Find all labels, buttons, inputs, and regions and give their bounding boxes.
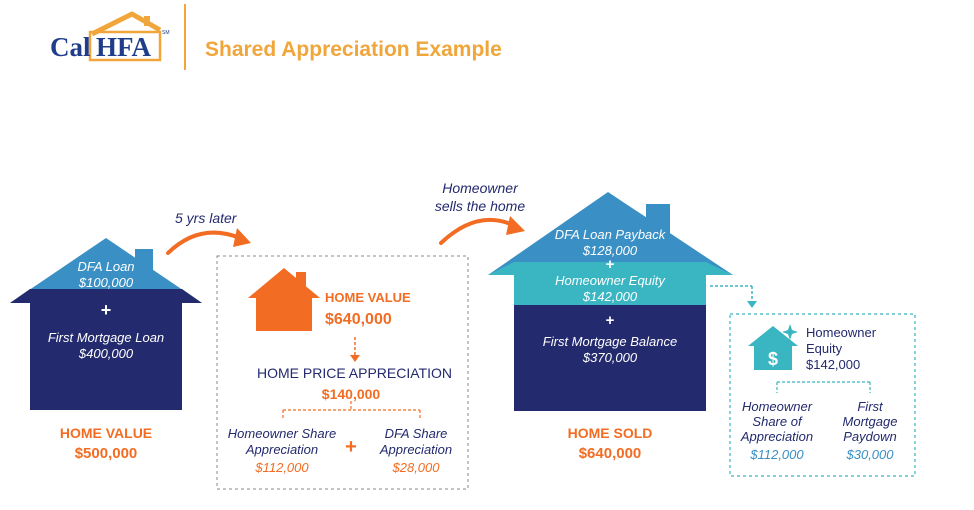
equity-paydown-line3: Paydown [843, 429, 897, 444]
house-2-plus-2: + [605, 312, 615, 329]
equity-share-line3: Appreciation [740, 429, 814, 444]
home-icon [248, 268, 320, 331]
equity-paydown-value: $30,000 [846, 447, 894, 462]
homeowner-share-line1: Homeowner Share [227, 426, 337, 441]
house-2-caption-value: $640,000 [578, 445, 642, 462]
equity-title-line2: Equity [806, 341, 843, 356]
split-bracket [282, 401, 421, 420]
house-2 [488, 192, 733, 411]
house-2-balance-value: $370,000 [582, 350, 638, 365]
house-1-body [30, 289, 182, 410]
arrow-sells-home [439, 216, 525, 245]
house-2-plus-1: + [605, 256, 615, 273]
appreciation-value: $140,000 [321, 386, 381, 402]
house-1 [10, 238, 202, 410]
house-2-equity-value: $142,000 [582, 289, 638, 304]
house-2-dfa-payback-label: DFA Loan Payback [554, 227, 666, 242]
calhfa-logo: Cal HFA SM [48, 10, 172, 66]
homeowner-share-line2: Appreciation [245, 442, 319, 457]
equity-share-line2: Share of [752, 414, 802, 429]
middle-home-value-value: $640,000 [325, 311, 392, 328]
house-1-dfa-loan-value: $100,000 [78, 275, 134, 290]
header-divider [184, 4, 186, 70]
equity-title-value: $142,000 [806, 357, 861, 372]
house-2-balance-label: First Mortgage Balance [542, 334, 678, 349]
page-title: Shared Appreciation Example [205, 38, 502, 61]
svg-text:$: $ [768, 349, 778, 369]
equity-connector [710, 285, 757, 308]
years-later-label: 5 yrs later [175, 210, 237, 226]
down-arrow-icon [350, 337, 360, 362]
equity-paydown-line2: Mortgage [842, 414, 898, 429]
dfa-share-value: $28,000 [392, 460, 440, 475]
logo-trademark: SM [162, 30, 170, 36]
house-2-roof [488, 192, 733, 275]
equity-box-border [729, 313, 916, 477]
house-1-plus: + [100, 300, 112, 320]
arrow-5-yrs-later [166, 228, 251, 255]
middle-home-value-label: HOME VALUE [325, 290, 411, 305]
sells-label-line1: Homeowner [442, 180, 518, 196]
appreciation-box-border [216, 255, 469, 490]
equity-title-line1: Homeowner [806, 325, 877, 340]
logo-text-hfa: HFA [96, 32, 151, 62]
equity-house-dollar-icon: $ [748, 324, 798, 370]
equity-share-line1: Homeowner [741, 399, 813, 414]
equity-share-value: $112,000 [750, 447, 804, 462]
logo-text-cal: Cal [50, 32, 91, 62]
house-2-equity-band [488, 262, 733, 305]
house-2-body [514, 305, 706, 411]
equity-paydown-line1: First [857, 399, 883, 414]
house-2-dfa-payback-value: $128,000 [582, 243, 638, 258]
appreciation-label: HOME PRICE APPRECIATION [257, 365, 452, 381]
house-2-chimney [646, 204, 670, 234]
house-1-first-mortgage-label: First Mortgage Loan [47, 330, 165, 345]
dfa-share-line1: DFA Share [384, 426, 448, 441]
house-1-dfa-loan-label: DFA Loan [77, 259, 135, 274]
house-1-caption-label: HOME VALUE [59, 425, 153, 441]
house-1-roof [10, 238, 202, 303]
house-1-chimney [135, 249, 153, 275]
house-2-caption-label: HOME SOLD [567, 425, 653, 441]
dfa-share-line2: Appreciation [379, 442, 453, 457]
house-1-caption-value: $500,000 [74, 445, 138, 462]
house-1-first-mortgage-value: $400,000 [78, 346, 134, 361]
house-2-equity-label: Homeowner Equity [555, 273, 665, 288]
homeowner-share-value: $112,000 [255, 460, 309, 475]
logo-house-icon [88, 11, 162, 62]
sells-label-line2: sells the home [434, 198, 526, 214]
middle-plus: + [345, 436, 357, 458]
equity-split-bracket [776, 381, 871, 393]
